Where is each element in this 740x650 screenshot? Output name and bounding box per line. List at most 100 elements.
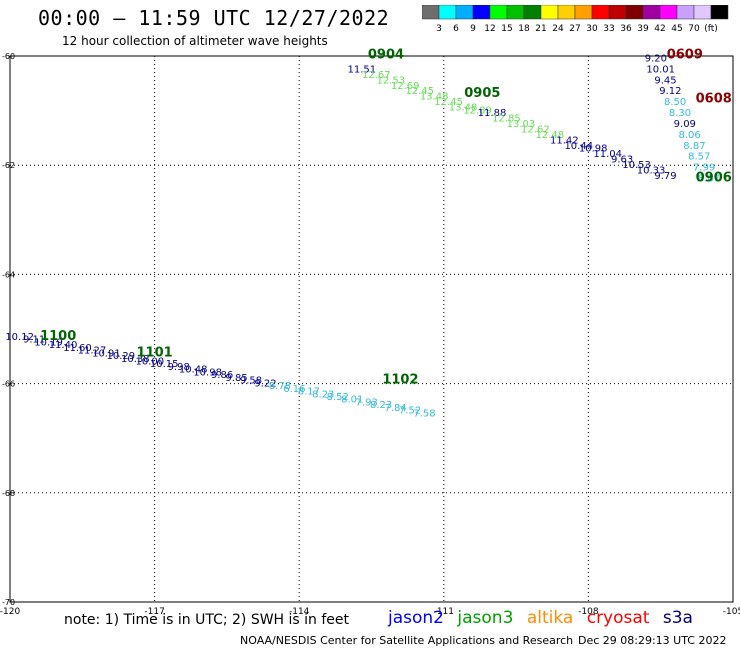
colorbar-label: 12	[484, 24, 495, 34]
wave-height-label: 11.42	[550, 135, 579, 146]
wave-height-label: 9.11	[23, 335, 45, 346]
wave-height-label: 10.12	[5, 332, 34, 343]
colorbar-label: 30	[586, 24, 598, 34]
colorbar-label: 36	[620, 24, 632, 34]
wave-height-label: 10.38	[121, 354, 150, 365]
wave-height-label: 8.52	[327, 392, 349, 403]
satellite-label: cryosat	[586, 608, 650, 628]
satellite-label: jason3	[457, 608, 514, 628]
wave-height-label: 8.23	[370, 400, 392, 411]
wave-height-label: 8.78	[269, 381, 291, 392]
colorbar-label: 24	[552, 24, 564, 34]
y-tick-label: -70	[2, 598, 15, 607]
wave-height-label: 10.33	[637, 165, 666, 176]
wave-height-label: 12.45	[434, 97, 463, 108]
wave-height-label: 9.86	[211, 370, 233, 381]
colorbar-label: 21	[535, 24, 546, 34]
wave-height-label: 9.45	[654, 75, 676, 86]
wave-height-label: 8.57	[688, 152, 710, 163]
plot-frame	[9, 55, 734, 603]
wave-height-label: 8.01	[341, 395, 363, 406]
colorbar-label: 6	[453, 24, 459, 34]
wave-height-label: 10.19	[34, 337, 63, 348]
chart-subtitle: 12 hour collection of altimeter wave hei…	[62, 34, 328, 48]
wave-height-label: 10.44	[564, 141, 593, 152]
wave-height-label: 8.23	[312, 389, 334, 400]
wave-height-label: 10.98	[579, 144, 608, 155]
wave-height-label: 10.91	[92, 348, 121, 359]
wave-height-label: 12.85	[492, 114, 521, 125]
wave-height-label: 9.20	[645, 53, 667, 64]
wave-height-label: 8.87	[698, 174, 720, 185]
colorbar-label: 3	[436, 24, 442, 34]
x-tick-label: -120	[0, 607, 20, 617]
wave-height-label: 10.01	[646, 64, 675, 75]
colorbar-label: 27	[569, 24, 580, 34]
wave-height-label: 9.79	[654, 171, 676, 182]
wave-height-label: 10.48	[179, 365, 208, 376]
chart-title: 00:00 – 11:59 UTC 12/27/2022	[38, 6, 390, 30]
satellite-label: altika	[526, 608, 574, 628]
colorbar-label: 33	[603, 24, 614, 34]
wave-height-label: 7.58	[413, 408, 435, 419]
wave-height-label: 12.53	[376, 75, 405, 86]
wave-height-label: 9.58	[240, 376, 262, 387]
color-legend: 3 6 9 12 15 18 21 24 27 30 33 36 39 42 45 70 (ft)	[422, 5, 729, 34]
colorbar-swatch	[710, 5, 729, 20]
wave-height-label: 7.93	[356, 397, 378, 408]
wave-height-label: 12.89	[463, 105, 492, 116]
wave-height-label: 9.22	[254, 378, 276, 389]
y-tick-label: -68	[2, 489, 15, 498]
wave-height-label: 11.40	[49, 340, 78, 351]
wave-height-label: 11.27	[78, 346, 107, 357]
y-tick-label: -60	[2, 52, 15, 61]
wave-height-label: 10.00	[135, 356, 164, 367]
wave-height-label: 10.15	[150, 359, 179, 370]
x-tick-label: -111	[434, 607, 454, 617]
wave-height-label: 8.17	[298, 387, 320, 398]
wave-height-label: 13.03	[507, 119, 536, 130]
colorbar-label: 39	[637, 24, 649, 34]
render-timestamp: Dec 29 08:29:13 UTC 2022	[578, 634, 727, 647]
wave-height-label: 10.29	[107, 351, 136, 362]
wave-height-label: 7.99	[693, 163, 715, 174]
pass-time-label: 1100	[40, 329, 76, 344]
wave-height-label: 10.53	[622, 160, 651, 171]
wave-height-label: 12.48	[536, 130, 565, 141]
wave-height-label: 13.48	[420, 92, 449, 103]
wave-height-label: 7.84	[384, 403, 406, 414]
x-tick-label: -117	[144, 607, 164, 617]
pass-time-label: 0905	[464, 86, 500, 101]
wave-height-label: 8.30	[669, 108, 691, 119]
wave-height-label: 9.12	[659, 86, 681, 97]
x-tick-label: -105	[723, 607, 740, 617]
pass-time-label: 0609	[667, 48, 703, 63]
pass-time-label: 0906	[696, 171, 732, 186]
wave-height-label: 12.62	[521, 124, 550, 135]
wave-height-label: 12.45	[405, 86, 434, 97]
satellite-label: s3a	[662, 608, 693, 628]
colorbar-label: 42	[654, 24, 665, 34]
colorbar-label: 45	[671, 24, 682, 34]
wave-height-label: 8.06	[678, 130, 700, 141]
y-tick-label: -66	[2, 380, 15, 389]
wave-height-label: 11.51	[348, 64, 377, 75]
wave-height-label: 8.87	[683, 141, 705, 152]
wave-height-label: 12.67	[362, 70, 391, 81]
credit-line: NOAA/NESDIS Center for Satellite Applica…	[240, 634, 574, 647]
footer-note: note: 1) Time is in UTC; 2) SWH is in fe…	[64, 612, 350, 628]
wave-height-label: 9.98	[168, 362, 190, 373]
wave-height-label: 13.48	[449, 103, 478, 114]
colorbar-label: 70	[688, 24, 700, 34]
colorbar-label: 18	[518, 24, 530, 34]
colorbar-label: 15	[501, 24, 512, 34]
wave-height-label: 8.50	[664, 97, 686, 108]
colorbar-label: 9	[470, 24, 476, 34]
satellite-label: jason2	[388, 608, 444, 628]
wave-height-label: 9.85	[225, 373, 247, 384]
wave-height-label: 7.52	[399, 406, 421, 417]
colorbar-label: (ft)	[704, 24, 718, 34]
y-tick-label: -62	[2, 161, 15, 170]
pass-time-label: 0608	[696, 91, 732, 106]
